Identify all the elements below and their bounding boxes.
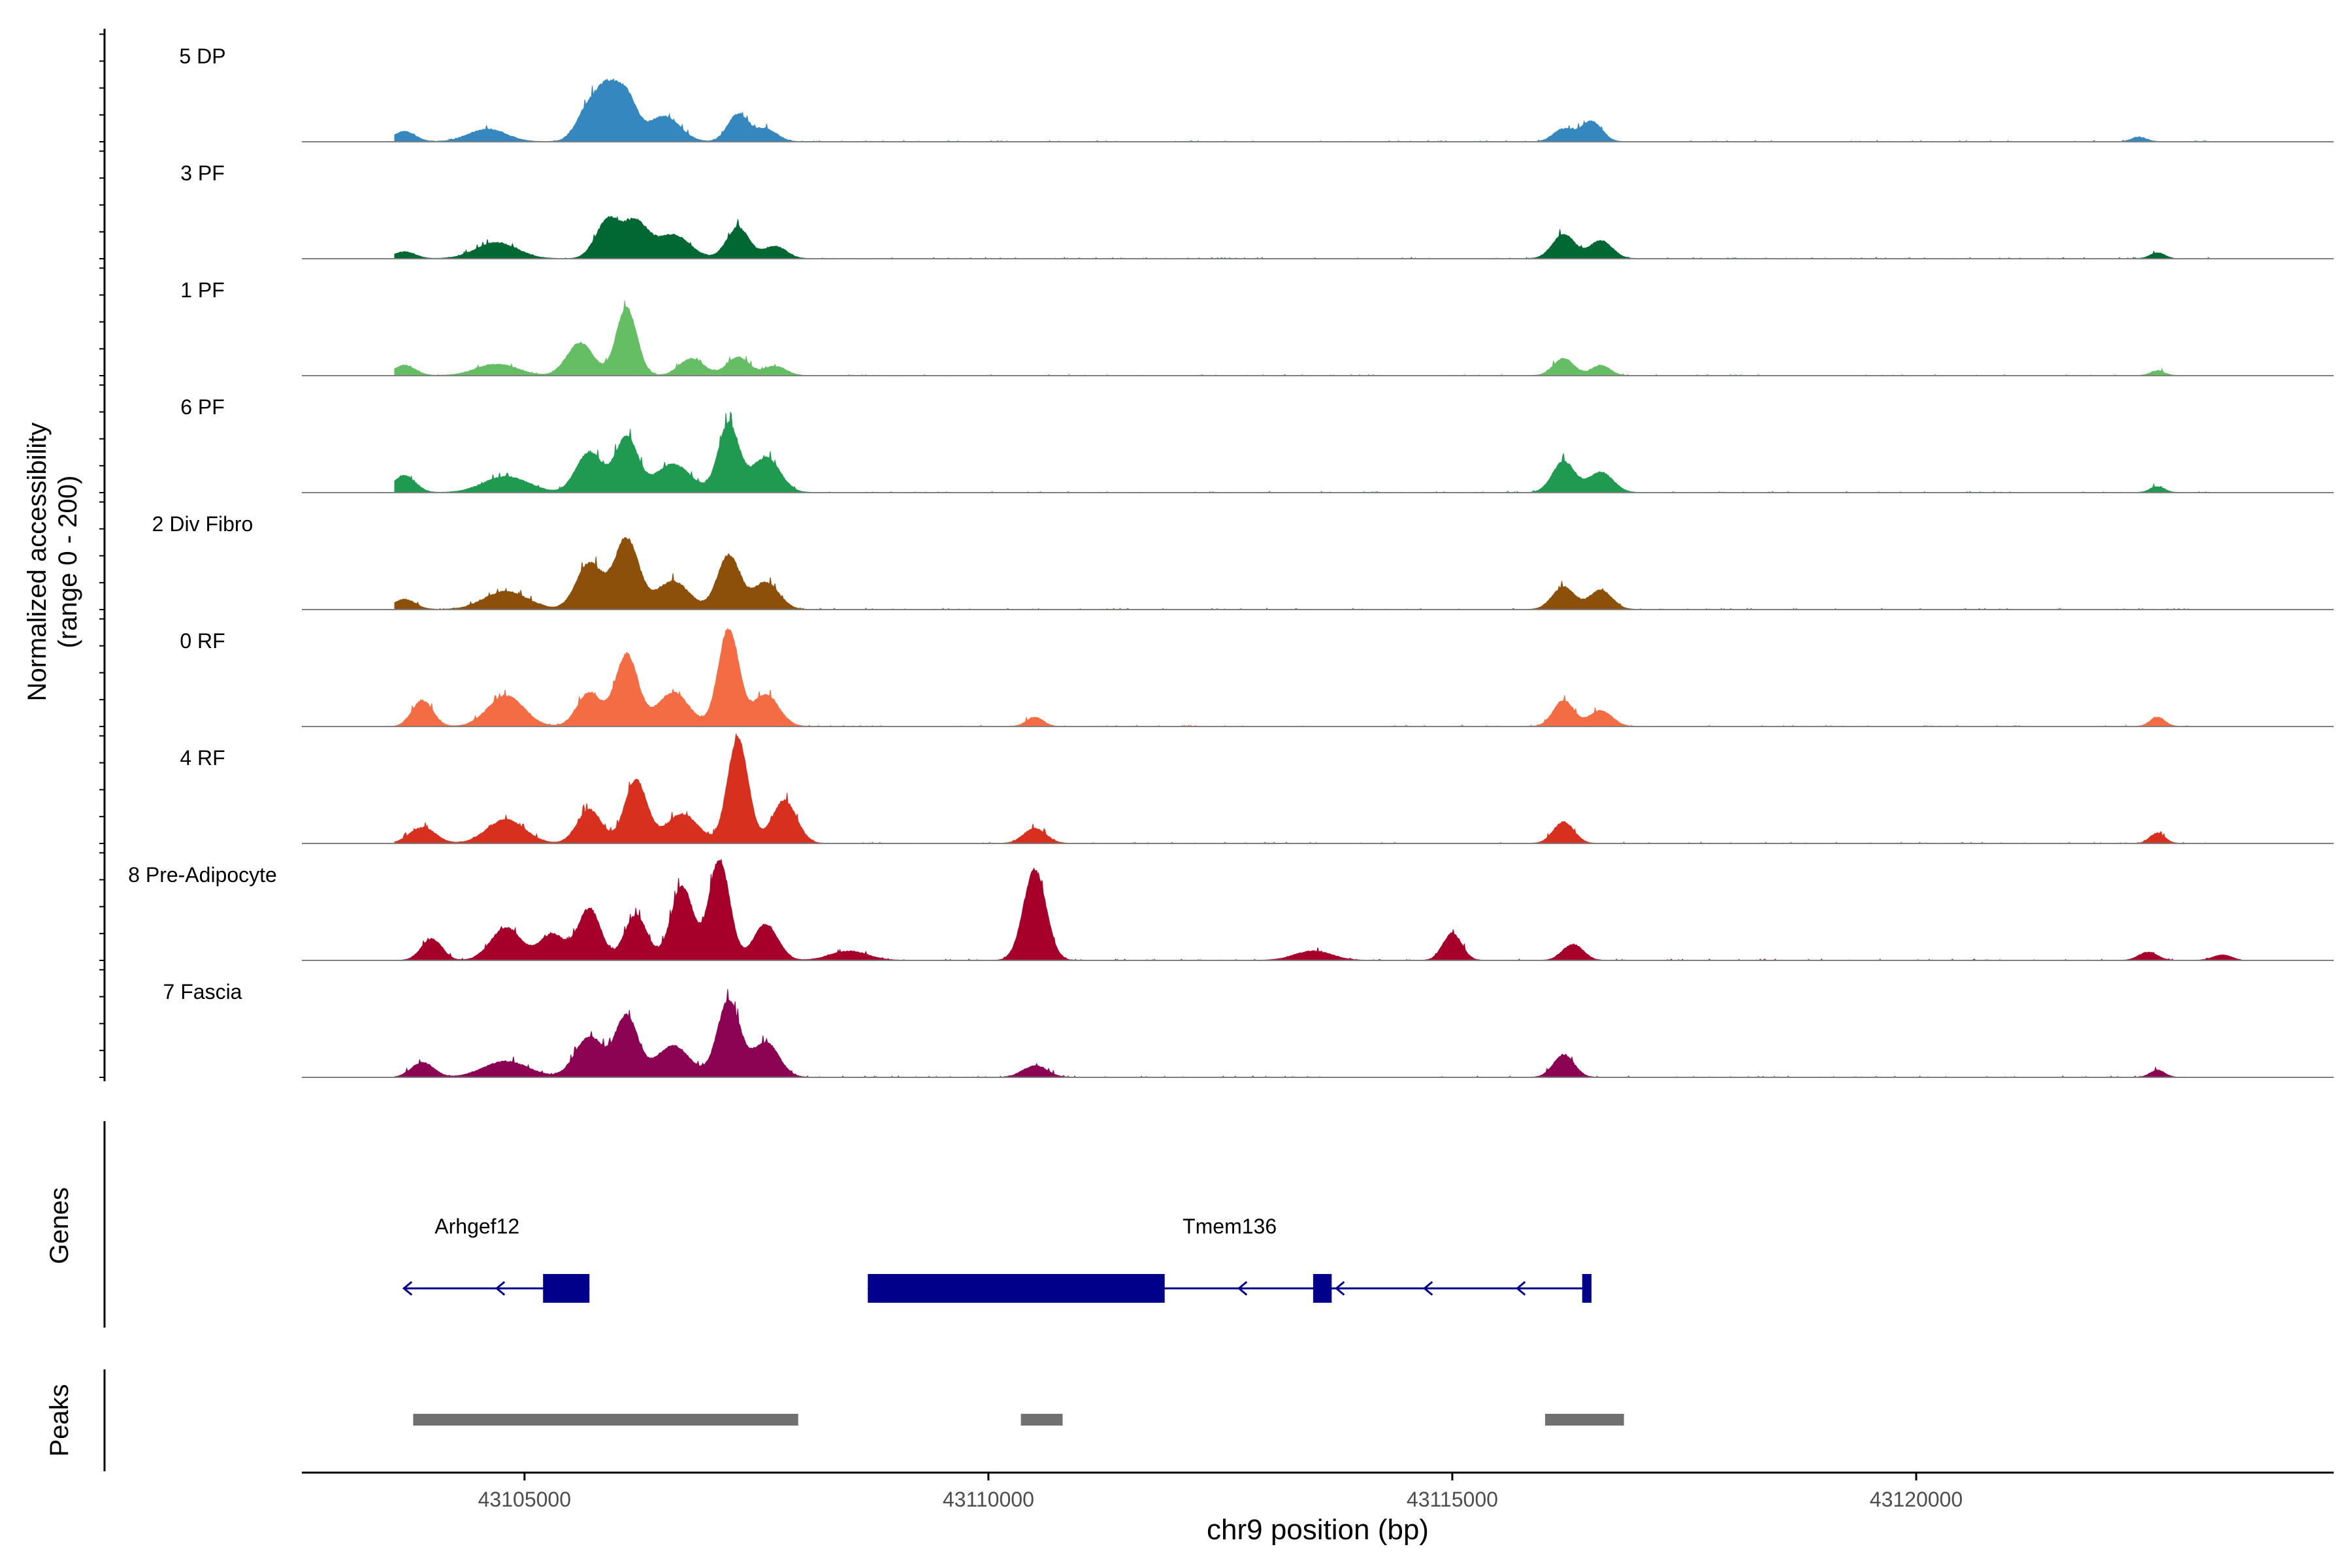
track-4: 6 PF xyxy=(180,395,2334,493)
gene-tmem136: Tmem136 xyxy=(868,1215,1592,1303)
x-tick-label: 43120000 xyxy=(1870,1488,1963,1511)
track-label: 5 DP xyxy=(179,44,225,68)
gene-label: Tmem136 xyxy=(1183,1215,1277,1238)
strand-arrow xyxy=(1422,1281,1433,1296)
track-label: 4 RF xyxy=(180,746,225,770)
track-label: 1 PF xyxy=(180,278,225,302)
peak-bar xyxy=(1544,1414,1624,1426)
x-tick-label: 43105000 xyxy=(478,1488,571,1511)
track-5: 2 Div Fibro xyxy=(152,512,2334,610)
genes-panel-label: Genes xyxy=(45,1187,74,1264)
track-8: 8 Pre-Adipocyte xyxy=(128,858,2334,961)
track-label: 3 PF xyxy=(180,161,225,185)
strand-arrow xyxy=(1237,1281,1248,1296)
track-1: 5 DP xyxy=(179,44,2334,142)
gene-label: Arhgef12 xyxy=(434,1215,519,1238)
track-9: 7 Fascia xyxy=(163,980,2334,1078)
gene-exon xyxy=(1582,1274,1592,1303)
track-3: 1 PF xyxy=(180,278,2334,376)
x-axis-ticks: 43105000 43110000 43115000 43120000 xyxy=(478,1473,1963,1511)
track-label: 2 Div Fibro xyxy=(152,512,253,536)
strand-arrow xyxy=(495,1281,506,1296)
gene-annotations: Arhgef12 Tmem136 xyxy=(402,1215,1592,1303)
track-2: 3 PF xyxy=(180,161,2334,259)
peak-regions xyxy=(413,1414,1624,1426)
peak-bar xyxy=(1021,1414,1063,1426)
x-tick-label: 43115000 xyxy=(1407,1488,1498,1511)
strand-arrow xyxy=(402,1281,413,1296)
track-6: 0 RF xyxy=(180,627,2334,727)
x-tick-label: 43110000 xyxy=(943,1488,1034,1511)
gene-arhgef12: Arhgef12 xyxy=(402,1215,590,1303)
peak-bar xyxy=(413,1414,798,1426)
track-label: 6 PF xyxy=(180,395,225,419)
track-7: 4 RF xyxy=(180,733,2334,844)
gene-exon xyxy=(543,1274,590,1303)
y-axis-label-line1: Normalized accessibility xyxy=(23,423,52,702)
y-axis-label-line2: (range 0 - 200) xyxy=(54,476,82,649)
x-axis-label: chr9 position (bp) xyxy=(1207,1514,1429,1546)
coverage-tracks: 5 DP 3 PF 1 PF 6 PF 2 Div Fibro 0 RF 4 RF 8 Pre… xyxy=(128,44,2334,1078)
peaks-panel-label: Peaks xyxy=(45,1384,74,1456)
track-label: 0 RF xyxy=(180,629,225,653)
strand-arrow xyxy=(1515,1281,1526,1296)
gene-exon xyxy=(868,1274,1165,1303)
gene-exon xyxy=(1313,1274,1332,1303)
track-label: 7 Fascia xyxy=(163,980,242,1004)
coverage-axis xyxy=(99,29,106,1081)
strand-arrow xyxy=(1335,1281,1345,1296)
track-label: 8 Pre-Adipocyte xyxy=(128,863,277,887)
